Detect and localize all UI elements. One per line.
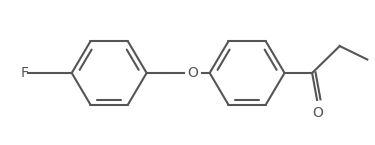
Text: O: O xyxy=(313,106,324,120)
Text: F: F xyxy=(21,66,28,80)
Text: O: O xyxy=(188,66,198,80)
